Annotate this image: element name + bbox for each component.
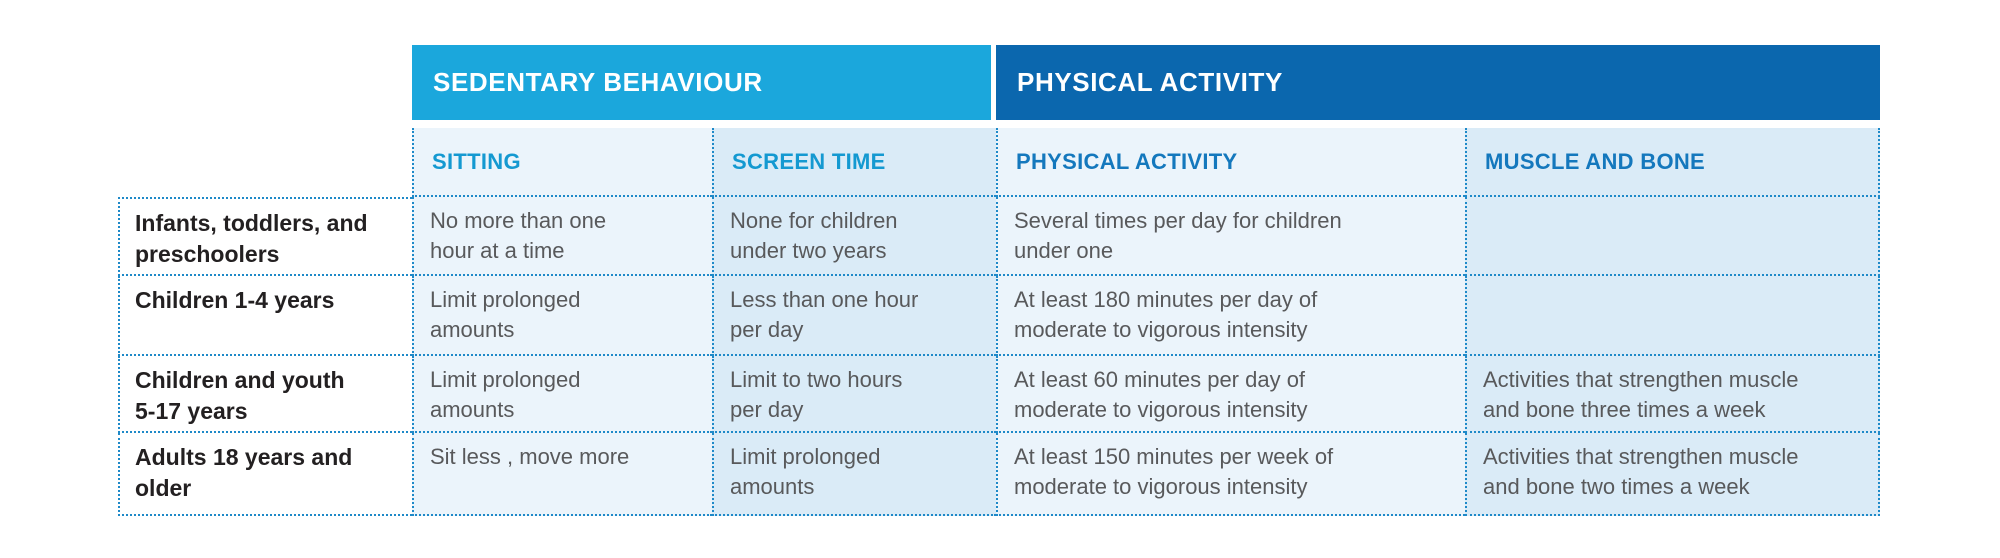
cell-adults-screen-time: Limit prolonged amounts	[712, 433, 996, 516]
cell-infants-screen-time: None for children under two years	[712, 197, 996, 276]
column-header-sitting: SITTING	[412, 128, 712, 197]
row-label-adults-18-and-older: Adults 18 years and older	[118, 433, 412, 516]
cell-children-1-4-muscle-and-bone	[1465, 276, 1880, 356]
cell-children-1-4-physical-activity: At least 180 minutes per day of moderate…	[996, 276, 1465, 356]
group-header-sedentary-behaviour-label: SEDENTARY BEHAVIOUR	[433, 67, 763, 97]
cell-infants-muscle-and-bone	[1465, 197, 1880, 276]
column-header-muscle-and-bone-label: MUSCLE AND BONE	[1485, 148, 1706, 174]
group-header-physical-activity-label: PHYSICAL ACTIVITY	[1017, 67, 1283, 97]
column-header-muscle-and-bone: MUSCLE AND BONE	[1465, 128, 1880, 197]
column-header-physical-activity: PHYSICAL ACTIVITY	[996, 128, 1465, 197]
cell-infants-physical-activity: Several times per day for children under…	[996, 197, 1465, 276]
column-header-sitting-label: SITTING	[432, 148, 521, 174]
cell-children-5-17-sitting: Limit prolonged amounts	[412, 356, 712, 433]
group-header-physical-activity: PHYSICAL ACTIVITY	[996, 45, 1880, 120]
row-label-children-1-4-years: Children 1-4 years	[118, 276, 412, 356]
cell-children-5-17-physical-activity: At least 60 minutes per day of moderate …	[996, 356, 1465, 433]
column-header-screen-time-label: SCREEN TIME	[732, 148, 886, 174]
column-header-screen-time: SCREEN TIME	[712, 128, 996, 197]
cell-children-1-4-screen-time: Less than one hour per day	[712, 276, 996, 356]
cell-infants-sitting: No more than one hour at a time	[412, 197, 712, 276]
cell-children-5-17-screen-time: Limit to two hours per day	[712, 356, 996, 433]
row-label-infants-toddlers-preschoolers: Infants, toddlers, and preschoolers	[118, 197, 412, 276]
row-label-children-youth-5-17-years: Children and youth 5-17 years	[118, 356, 412, 433]
cell-adults-physical-activity: At least 150 minutes per week of moderat…	[996, 433, 1465, 516]
guidelines-table: SEDENTARY BEHAVIOUR PHYSICAL ACTIVITY SI…	[118, 45, 1880, 516]
cell-children-1-4-sitting: Limit prolonged amounts	[412, 276, 712, 356]
group-header-sedentary-behaviour: SEDENTARY BEHAVIOUR	[412, 45, 996, 120]
cell-adults-sitting: Sit less , move more	[412, 433, 712, 516]
cell-children-5-17-muscle-and-bone: Activities that strengthen muscle and bo…	[1465, 356, 1880, 433]
cell-adults-muscle-and-bone: Activities that strengthen muscle and bo…	[1465, 433, 1880, 516]
column-header-physical-activity-label: PHYSICAL ACTIVITY	[1016, 148, 1238, 174]
